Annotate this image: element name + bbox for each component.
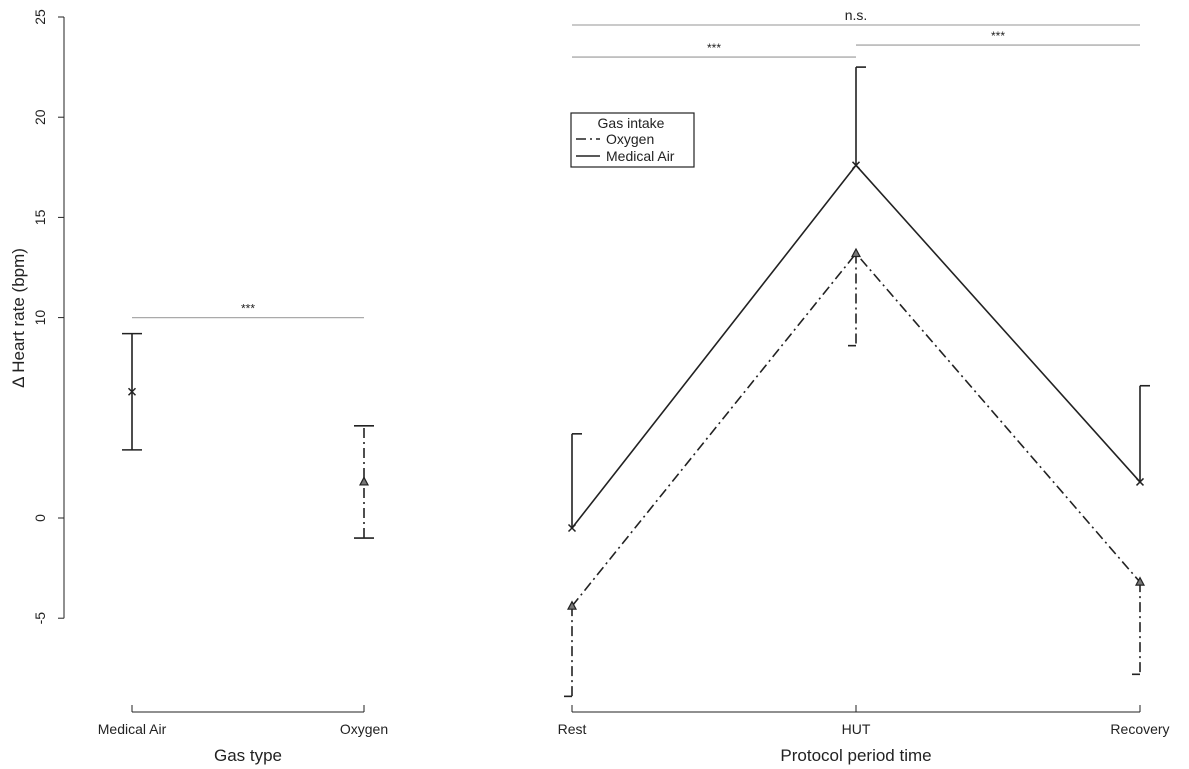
y-tick-label: 20 [32, 109, 48, 125]
data-point [567, 600, 577, 610]
right-x-axis-title: Protocol period time [780, 746, 931, 765]
series-line [571, 252, 1141, 607]
y-tick-label: 0 [32, 514, 48, 522]
left-panel: -5 0 10 15 20 25 Δ Heart rate (bpm) Medical A… [9, 9, 388, 765]
x-tick-label: Rest [558, 721, 587, 737]
left-x-axis: Medical Air Oxygen [98, 705, 388, 737]
x-tick-label: HUT [842, 721, 871, 737]
data-point [1135, 576, 1145, 586]
data-point [851, 247, 861, 258]
x-tick-label: Medical Air [98, 721, 167, 737]
data-point [851, 161, 861, 170]
x-tick-label: Recovery [1110, 721, 1169, 737]
significance-label: *** [241, 302, 255, 316]
mean-point [359, 476, 369, 486]
right-x-axis: Rest HUT Recovery [558, 705, 1170, 737]
y-tick-label: 25 [32, 9, 48, 25]
right-panel: Rest HUT Recovery Protocol period time n.s… [558, 7, 1170, 765]
y-axis-title: Δ Heart rate (bpm) [9, 248, 28, 388]
right-data-marks [564, 66, 1150, 698]
significance-label: n.s. [845, 7, 868, 23]
right-significance-brackets: n.s. *** *** [572, 7, 1140, 58]
y-tick-label: -5 [32, 612, 48, 625]
x-tick-label: Oxygen [340, 721, 388, 737]
y-tick-label: 15 [32, 209, 48, 225]
legend-label: Oxygen [606, 131, 654, 147]
legend-box [570, 112, 695, 168]
left-data-marks [122, 332, 374, 539]
series-line [571, 164, 1141, 529]
data-point [567, 523, 577, 533]
legend-label: Medical Air [606, 148, 675, 164]
significance-label: *** [707, 41, 721, 55]
left-x-axis-title: Gas type [214, 746, 282, 765]
mean-point [127, 387, 137, 396]
significance-label: *** [991, 29, 1005, 43]
left-significance-brackets: *** [132, 302, 364, 319]
data-point [1135, 477, 1145, 486]
y-tick-label: 10 [32, 310, 48, 326]
legend-title: Gas intake [598, 115, 665, 131]
y-axis: -5 0 10 15 20 25 [32, 9, 65, 625]
